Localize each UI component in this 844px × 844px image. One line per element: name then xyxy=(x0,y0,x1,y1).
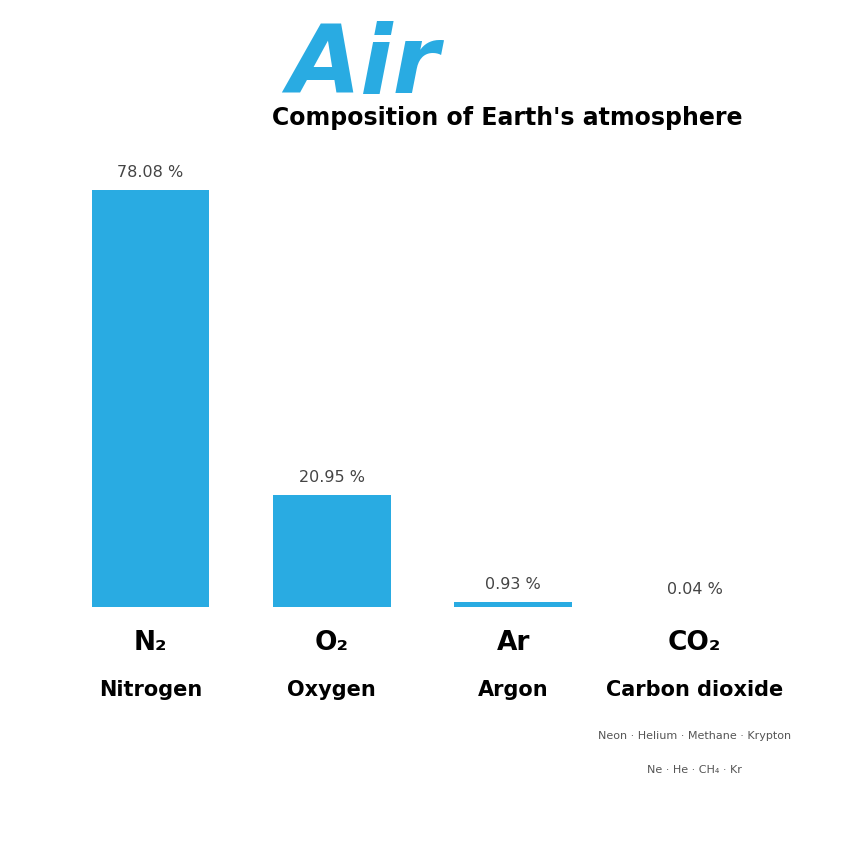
Text: Argon: Argon xyxy=(478,679,548,700)
Text: 0.93 %: 0.93 % xyxy=(484,576,540,591)
Text: N₂: N₂ xyxy=(133,629,167,655)
Text: Composition of Earth's atmosphere: Composition of Earth's atmosphere xyxy=(272,106,741,129)
Text: Nitrogen: Nitrogen xyxy=(99,679,202,700)
Bar xyxy=(273,496,390,608)
Text: Oxygen: Oxygen xyxy=(287,679,376,700)
Text: 0.04 %: 0.04 % xyxy=(666,581,722,596)
Text: 20.95 %: 20.95 % xyxy=(299,469,365,484)
Text: 78.08 %: 78.08 % xyxy=(117,165,183,180)
Text: Air: Air xyxy=(287,21,439,113)
Text: Carbon dioxide: Carbon dioxide xyxy=(605,679,782,700)
Bar xyxy=(91,191,209,608)
Text: Neon · Helium · Methane · Krypton: Neon · Helium · Methane · Krypton xyxy=(598,730,790,740)
Text: O₂: O₂ xyxy=(315,629,349,655)
Bar xyxy=(454,603,571,608)
Text: CO₂: CO₂ xyxy=(667,629,721,655)
Text: Ne · He · CH₄ · Kr: Ne · He · CH₄ · Kr xyxy=(647,764,741,774)
Text: Ar: Ar xyxy=(496,629,529,655)
